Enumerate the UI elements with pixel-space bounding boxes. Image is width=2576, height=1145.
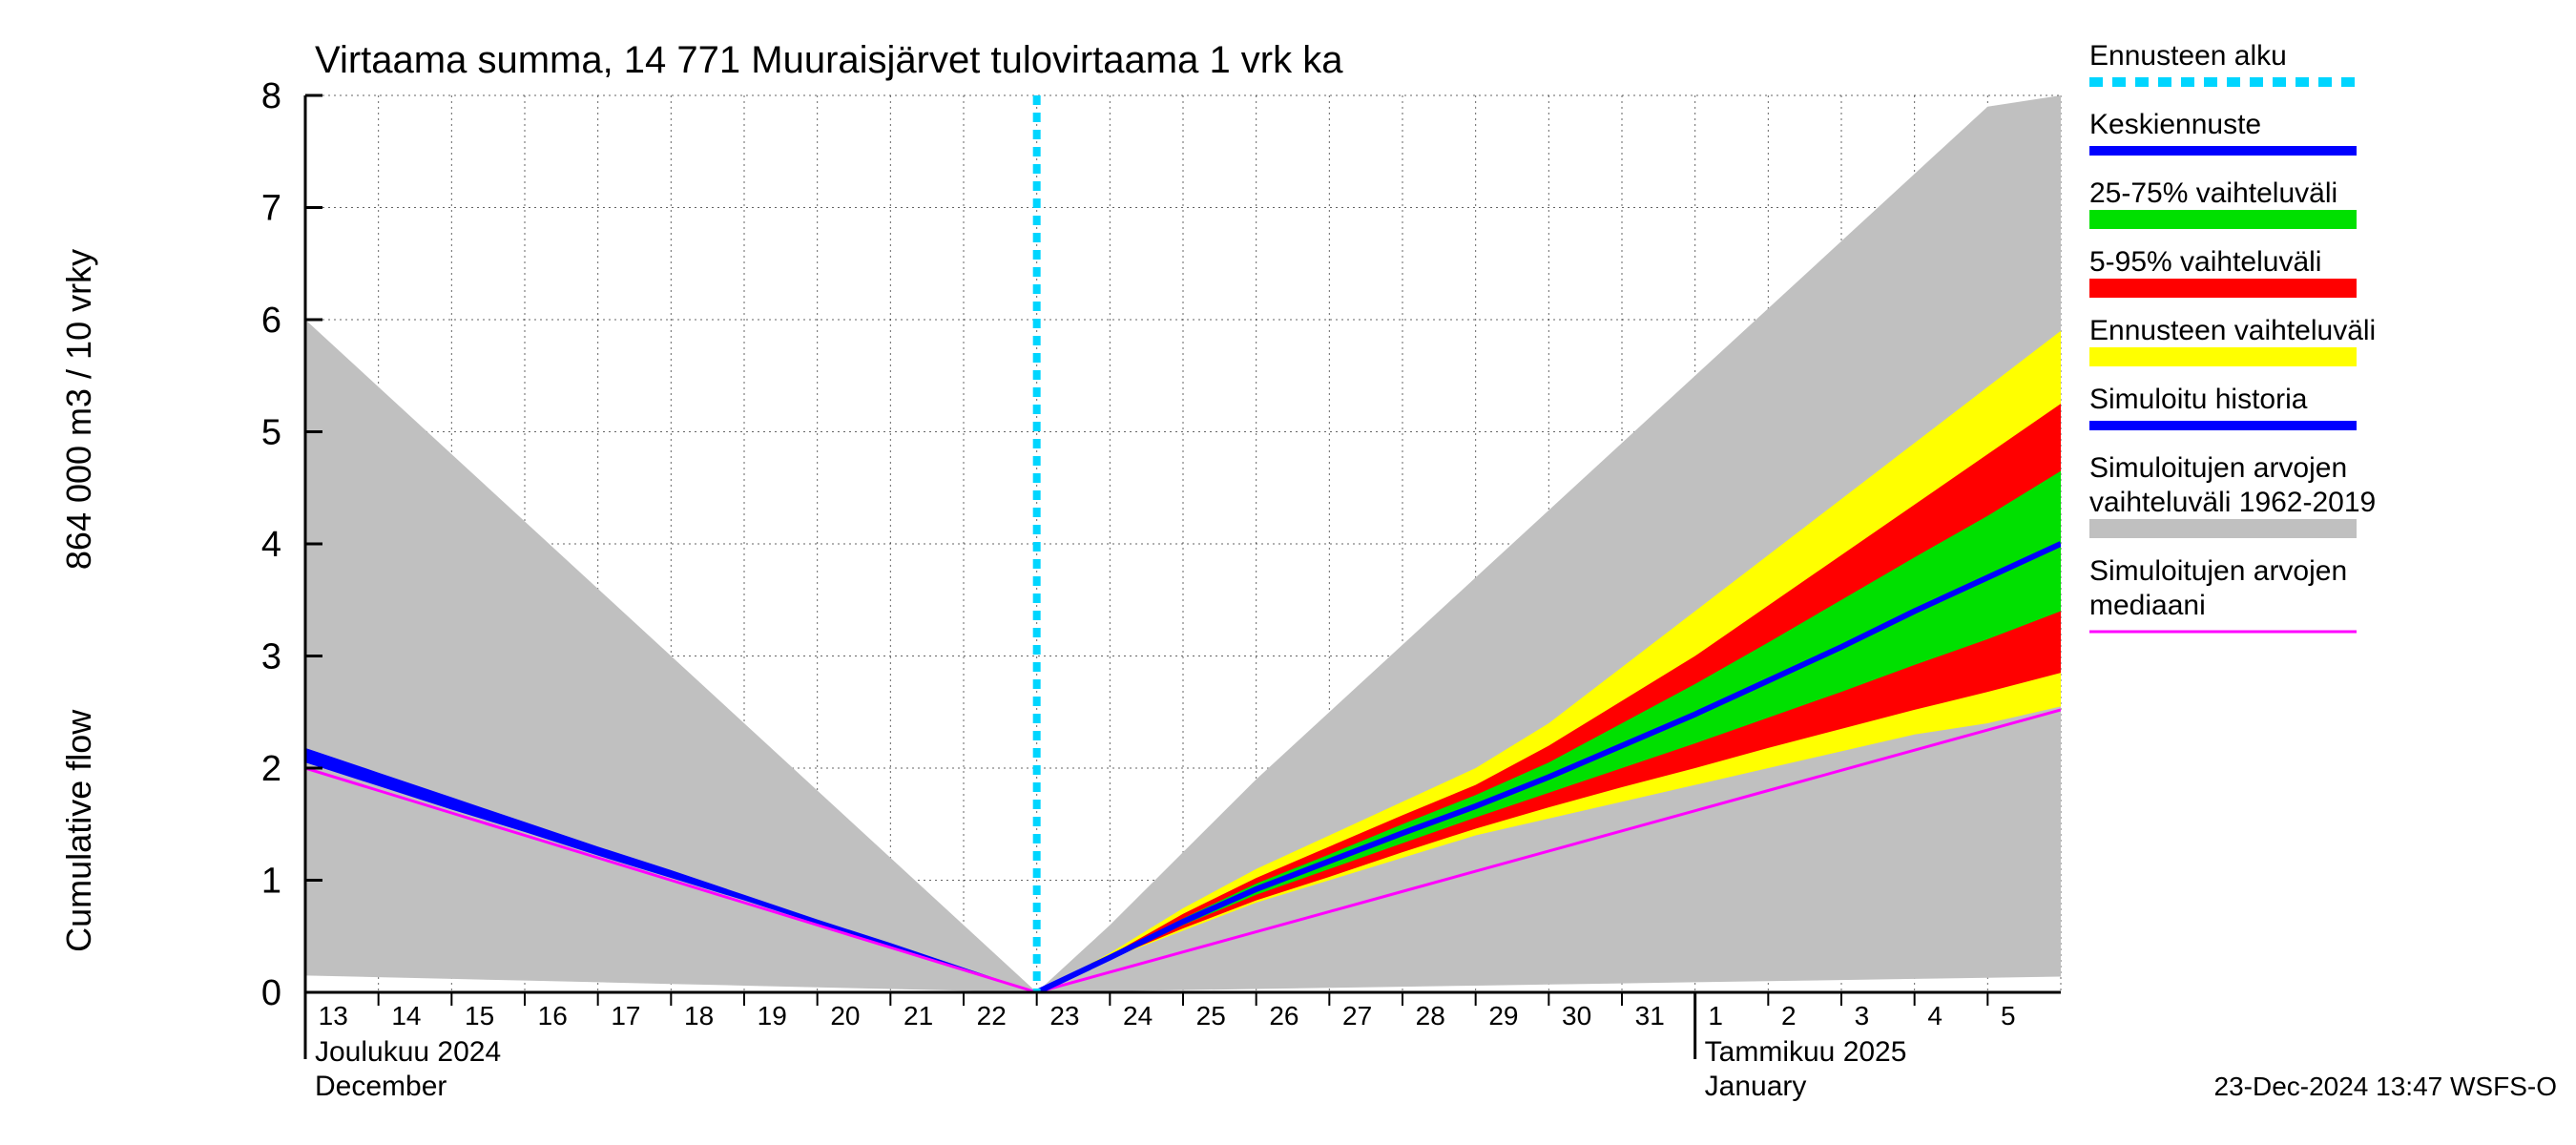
x-tick-label: 27 (1342, 1001, 1372, 1030)
x-tick-label: 16 (538, 1001, 568, 1030)
legend-swatch (2089, 347, 2357, 366)
x-tick-label: 20 (830, 1001, 860, 1030)
chart-svg: 0123456781314151617181920212223242526272… (0, 0, 2576, 1145)
x-tick-label: 29 (1488, 1001, 1518, 1030)
y-tick-label: 6 (261, 301, 281, 341)
legend-label: Simuloitujen arvojen (2089, 452, 2347, 484)
month-label-right-fi: Tammikuu 2025 (1705, 1036, 1907, 1068)
y-tick-label: 2 (261, 749, 281, 789)
legend-label: Simuloitujen arvojen (2089, 555, 2347, 587)
x-tick-label: 18 (684, 1001, 714, 1030)
legend-label-line2: mediaani (2089, 590, 2206, 621)
y-axis-label-bottom: Cumulative flow (59, 709, 98, 952)
month-label-left-fi: Joulukuu 2024 (315, 1036, 501, 1068)
chart-container: 0123456781314151617181920212223242526272… (0, 0, 2576, 1145)
x-tick-label: 15 (465, 1001, 494, 1030)
month-label-left-en: December (315, 1071, 447, 1102)
x-tick-label: 1 (1708, 1001, 1723, 1030)
legend-label-line2: vaihteluväli 1962-2019 (2089, 487, 2376, 518)
y-tick-label: 0 (261, 973, 281, 1013)
legend-label: 5-95% vaihteluväli (2089, 246, 2321, 278)
x-tick-label: 3 (1855, 1001, 1870, 1030)
footer-timestamp: 23-Dec-2024 13:47 WSFS-O (2214, 1072, 2558, 1101)
x-tick-label: 17 (611, 1001, 640, 1030)
legend-swatch (2089, 279, 2357, 298)
x-tick-label: 13 (319, 1001, 348, 1030)
y-tick-label: 1 (261, 862, 281, 902)
x-tick-label: 5 (2001, 1001, 2016, 1030)
y-tick-label: 5 (261, 413, 281, 453)
y-tick-label: 4 (261, 525, 281, 565)
x-tick-label: 19 (758, 1001, 787, 1030)
legend-label: 25-75% vaihteluväli (2089, 177, 2337, 209)
x-tick-label: 28 (1416, 1001, 1445, 1030)
month-label-right-en: January (1705, 1071, 1807, 1102)
y-axis-label-top: 864 000 m3 / 10 vrky (59, 249, 98, 570)
x-tick-label: 22 (977, 1001, 1007, 1030)
y-tick-label: 3 (261, 637, 281, 677)
x-tick-label: 26 (1269, 1001, 1298, 1030)
x-tick-label: 23 (1049, 1001, 1079, 1030)
x-tick-label: 2 (1781, 1001, 1797, 1030)
legend-label: Ennusteen alku (2089, 40, 2287, 72)
x-tick-label: 24 (1123, 1001, 1153, 1030)
legend-label: Ennusteen vaihteluväli (2089, 315, 2376, 346)
chart-title: Virtaama summa, 14 771 Muuraisjärvet tul… (315, 39, 1343, 81)
legend-label: Simuloitu historia (2089, 384, 2308, 415)
x-tick-label: 4 (1927, 1001, 1942, 1030)
x-tick-label: 21 (904, 1001, 933, 1030)
x-tick-label: 14 (391, 1001, 421, 1030)
legend-swatch (2089, 519, 2357, 538)
legend-swatch (2089, 210, 2357, 229)
x-tick-label: 30 (1562, 1001, 1591, 1030)
x-tick-label: 31 (1635, 1001, 1665, 1030)
x-tick-label: 25 (1196, 1001, 1226, 1030)
y-tick-label: 7 (261, 189, 281, 229)
legend-label: Keskiennuste (2089, 109, 2261, 140)
y-tick-label: 8 (261, 76, 281, 116)
